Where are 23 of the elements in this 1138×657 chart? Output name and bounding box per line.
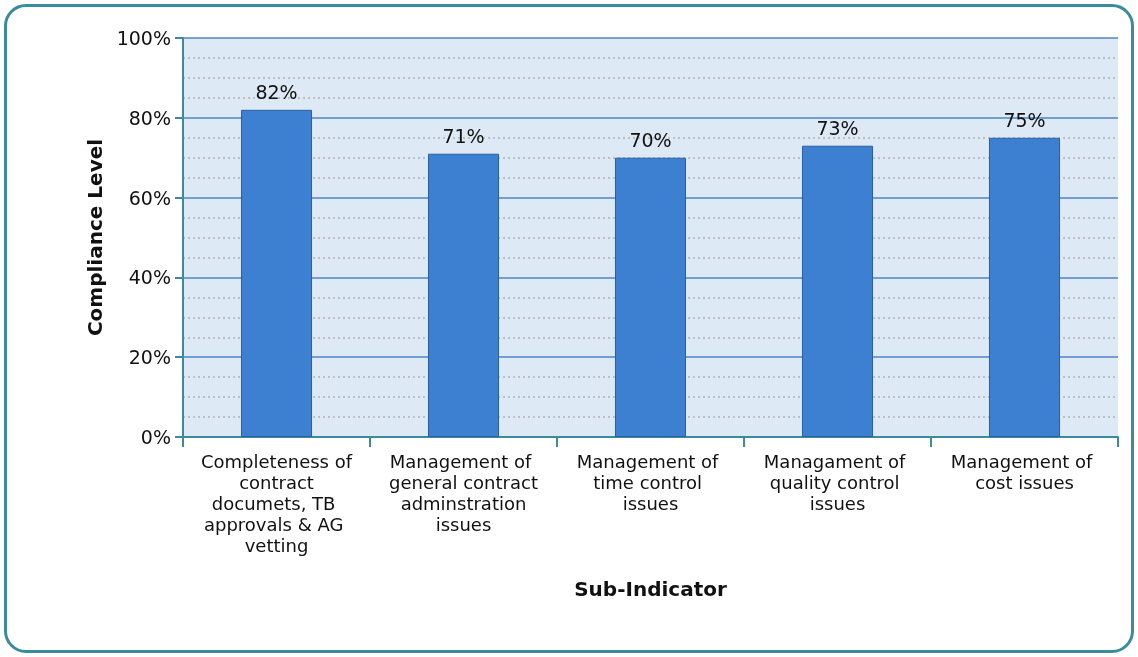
y-tick-label: 60% (128, 186, 171, 209)
y-tick-label: 20% (128, 346, 171, 369)
x-tick-label: Management of time control issues (576, 451, 725, 514)
bar (427, 153, 500, 437)
y-tick-label: 40% (128, 266, 171, 289)
x-tick-label: Managament of quality control issues (763, 451, 912, 514)
bar (988, 137, 1061, 437)
data-label: 75% (1003, 109, 1046, 132)
y-tick-label: 100% (116, 27, 171, 49)
x-axis-title: Sub-Indicator (574, 577, 727, 601)
data-label: 70% (629, 129, 672, 152)
bar (240, 109, 313, 437)
data-label: 71% (442, 125, 485, 148)
bar (614, 157, 687, 437)
y-tick-label: 80% (128, 106, 171, 129)
x-tick-label: Completeness of contract documets, TB approvals & AG vetting (200, 451, 353, 556)
y-axis-title: Compliance Level (83, 138, 107, 337)
x-tick-label: Management of general contract adminstration issues (389, 451, 538, 535)
bar (801, 145, 874, 437)
y-tick-label: 0% (140, 426, 171, 448)
x-tick-label: Management of cost issues (950, 451, 1099, 493)
data-label: 82% (255, 81, 298, 104)
data-label: 73% (816, 117, 859, 140)
